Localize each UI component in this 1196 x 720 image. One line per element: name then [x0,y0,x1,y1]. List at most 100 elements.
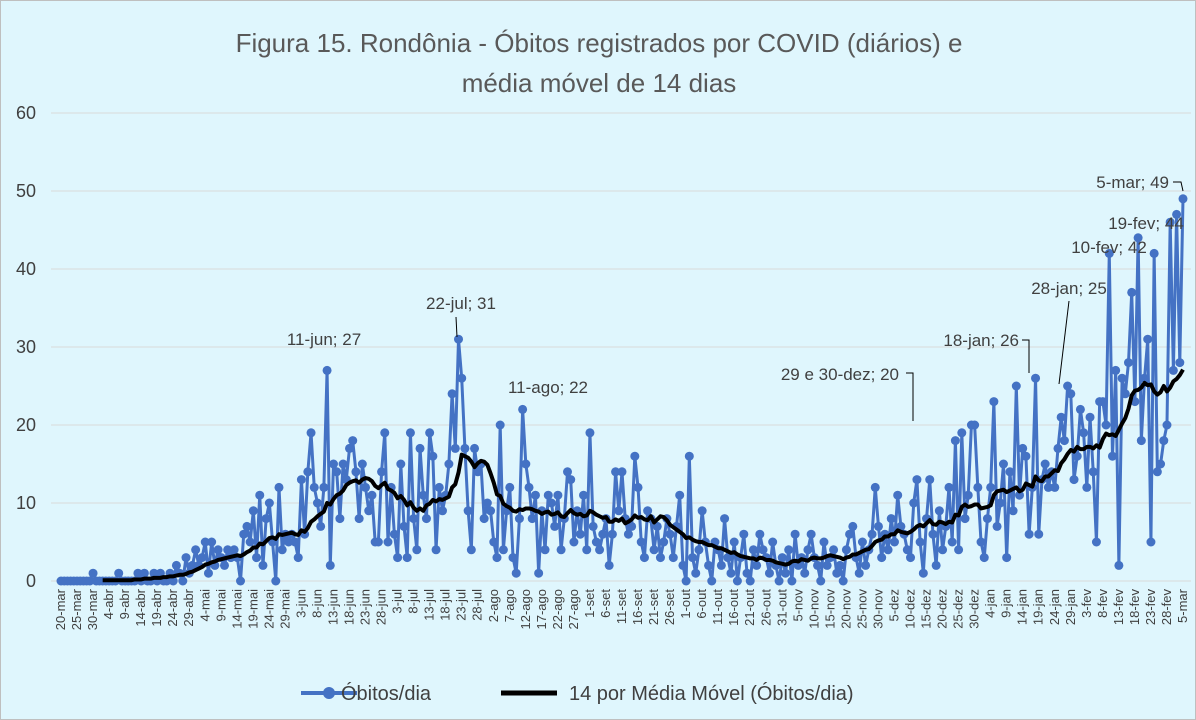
data-point [838,576,848,586]
data-point [1002,553,1012,563]
data-point [197,553,207,563]
data-point [569,537,579,547]
data-point [764,568,774,578]
data-point [1143,334,1153,344]
data-point [688,553,698,563]
data-point [486,506,496,516]
data-point [681,576,691,586]
data-point [1005,467,1015,477]
x-tick-label: 23-jun [358,589,373,625]
data-point [213,545,223,555]
data-point [434,482,444,492]
data-point [1043,482,1053,492]
x-tick-label: 14-jan [1015,589,1030,625]
data-point [598,529,608,539]
data-point [957,428,967,438]
data-point [207,537,217,547]
data-point [906,553,916,563]
data-point [655,553,665,563]
data-point [691,568,701,578]
data-point [1050,482,1060,492]
x-tick-label: 6-set [598,589,613,618]
data-point [1156,459,1166,469]
data-point [454,334,464,344]
data-point [505,482,515,492]
x-tick-label: 21-out [742,589,757,626]
data-point [861,560,871,570]
data-point [1079,428,1089,438]
data-point [444,459,454,469]
data-point [290,537,300,547]
x-tick-label: 11-set [614,589,629,625]
data-point [726,568,736,578]
x-tick-label: 14-mai [229,589,244,629]
data-point [312,498,322,508]
data-point [1111,365,1121,375]
data-point [345,443,355,453]
data-point [1114,560,1124,570]
data-point [950,436,960,446]
data-point [405,428,415,438]
data-point [960,514,970,524]
x-tick-label: 15-dez [919,589,934,629]
x-tick-label: 29-mai [277,589,292,629]
data-point [178,576,188,586]
data-point [925,475,935,485]
data-point [354,514,364,524]
data-point [873,521,883,531]
data-point [550,521,560,531]
data-point [659,537,669,547]
data-point [133,568,143,578]
data-point [534,568,544,578]
data-point [306,428,316,438]
annotation: 11-jun; 27 [287,330,361,349]
y-tick-label: 0 [26,571,36,591]
data-point [1146,537,1156,547]
data-point [383,537,393,547]
x-tick-label: 26-out [758,589,773,626]
data-point [947,537,957,547]
data-point [431,545,441,555]
x-tick-label: 28-fev [1159,589,1174,626]
data-point [252,553,262,563]
data-point [322,365,332,375]
x-tick-label: 24-jan [1047,589,1062,625]
x-tick-label: 8-jul [406,589,421,614]
data-point [1152,467,1162,477]
data-point [521,459,531,469]
data-point [829,545,839,555]
data-point [1104,248,1114,258]
data-point [168,576,178,586]
data-point [928,529,938,539]
data-point [171,560,181,570]
data-point [1018,443,1028,453]
y-tick-label: 60 [16,103,36,123]
data-point [1117,373,1127,383]
data-point [139,568,149,578]
data-point [591,537,601,547]
x-tick-label: 1-set [582,589,597,618]
x-tick-label: 21-set [646,589,661,626]
data-point [364,506,374,516]
data-point [1107,451,1117,461]
data-point [335,514,345,524]
data-point [1124,358,1134,368]
data-point [1088,467,1098,477]
data-point [832,568,842,578]
data-point [575,529,585,539]
data-point [389,529,399,539]
x-tick-label: 20-nov [838,589,853,629]
annotation: 18-jan; 26 [943,331,1019,350]
x-tick-label: 9-mai [213,589,228,622]
x-tick-label: 23-fev [1143,589,1158,626]
data-point [149,568,159,578]
x-tick-label: 11-out [710,589,725,625]
annotation-leader [906,372,914,421]
data-point [639,553,649,563]
data-point [787,576,797,586]
data-point [482,498,492,508]
data-point [934,506,944,516]
data-point [790,529,800,539]
data-point [723,553,733,563]
